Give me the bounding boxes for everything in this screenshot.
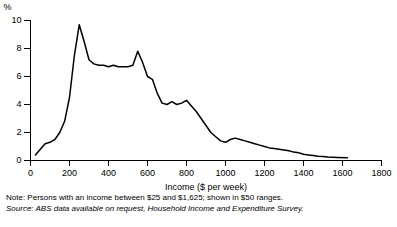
svg-text:4: 4 xyxy=(16,99,21,109)
svg-text:200: 200 xyxy=(62,168,77,178)
svg-text:1800: 1800 xyxy=(371,168,391,178)
svg-text:Income ($ per week): Income ($ per week) xyxy=(165,182,247,192)
svg-text:1600: 1600 xyxy=(332,168,352,178)
svg-text:1200: 1200 xyxy=(254,168,274,178)
svg-text:400: 400 xyxy=(101,168,116,178)
svg-text:600: 600 xyxy=(140,168,155,178)
svg-text:1400: 1400 xyxy=(293,168,313,178)
svg-text:1000: 1000 xyxy=(215,168,235,178)
svg-text:0: 0 xyxy=(16,155,21,165)
html-text:Source: ABS data available on: Source: ABS data available on request, H… xyxy=(6,204,304,213)
svg-text:800: 800 xyxy=(179,168,194,178)
svg-text:2: 2 xyxy=(16,127,21,137)
svg-text:0: 0 xyxy=(28,168,33,178)
svg-text:6: 6 xyxy=(16,71,21,81)
svg-text:10: 10 xyxy=(11,15,21,25)
svg-text:%: % xyxy=(4,2,12,12)
html-text:Note: Persons with an income b: Note: Persons with an income between $25… xyxy=(6,193,284,202)
svg-text:8: 8 xyxy=(16,43,21,53)
